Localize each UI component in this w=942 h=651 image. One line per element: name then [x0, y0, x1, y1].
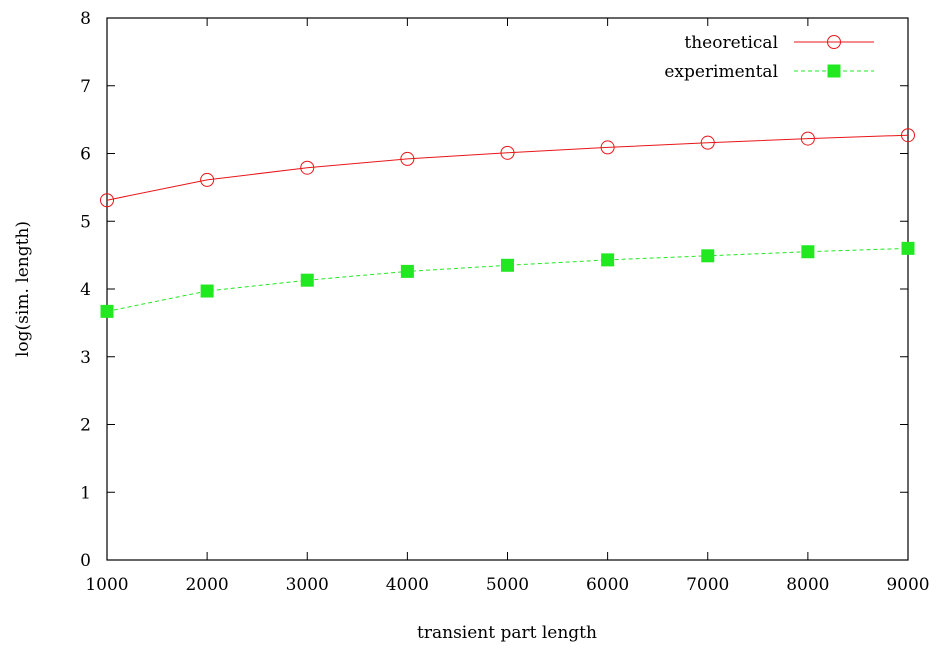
- data-point: [700, 135, 715, 150]
- x-tick-label: 6000: [586, 575, 629, 595]
- data-point: [901, 128, 915, 143]
- y-tick-label: 3: [80, 348, 91, 368]
- y-tick-label: 6: [80, 145, 91, 165]
- x-tick-label: 3000: [286, 575, 329, 595]
- y-tick-label: 4: [80, 280, 91, 300]
- series-line: [106, 247, 909, 312]
- x-tick-label: 7000: [686, 575, 729, 595]
- data-point: [501, 258, 514, 272]
- data-point: [701, 249, 715, 263]
- legend-marker: [827, 64, 841, 78]
- series-layer: [100, 128, 915, 318]
- series-1: [100, 241, 915, 318]
- data-point: [800, 131, 815, 146]
- data-point: [801, 245, 815, 259]
- series-line: [106, 134, 909, 201]
- data-point: [400, 264, 414, 278]
- tick-labels: 1000 2000 3000 4000 5000 6000 7000 8000 9000 0 1 2 3…: [80, 9, 929, 595]
- legend-label: experimental: [664, 62, 778, 82]
- y-axis-title: log(sim. length): [13, 221, 33, 357]
- data-point: [300, 160, 315, 175]
- series-0: [100, 128, 915, 208]
- data-point: [500, 145, 515, 160]
- y-tick-label: 8: [80, 9, 91, 29]
- axis-ticks: [106, 17, 909, 561]
- y-tick-label: 2: [80, 416, 91, 436]
- x-tick-label: 9000: [886, 575, 929, 595]
- y-tick-label: 5: [80, 212, 91, 232]
- x-tick-label: 4000: [386, 575, 429, 595]
- y-tick-label: 7: [80, 77, 91, 97]
- data-point: [200, 172, 215, 187]
- x-tick-label: 2000: [185, 575, 228, 595]
- data-point: [200, 284, 214, 298]
- data-point: [600, 140, 615, 155]
- legend: theoretical experimental: [664, 33, 874, 82]
- data-point: [100, 304, 114, 318]
- y-tick-label: 1: [80, 483, 91, 503]
- x-axis-title: transient part length: [417, 623, 597, 643]
- data-point: [901, 241, 915, 255]
- y-tick-label: 0: [80, 551, 91, 571]
- data-point: [601, 253, 615, 267]
- x-tick-label: 5000: [486, 575, 529, 595]
- data-point: [400, 151, 415, 166]
- x-tick-label: 8000: [786, 575, 829, 595]
- legend-label: theoretical: [684, 33, 778, 53]
- data-point: [100, 193, 114, 208]
- data-point: [300, 273, 314, 287]
- legend-marker: [827, 35, 841, 49]
- x-tick-label: 1000: [85, 575, 128, 595]
